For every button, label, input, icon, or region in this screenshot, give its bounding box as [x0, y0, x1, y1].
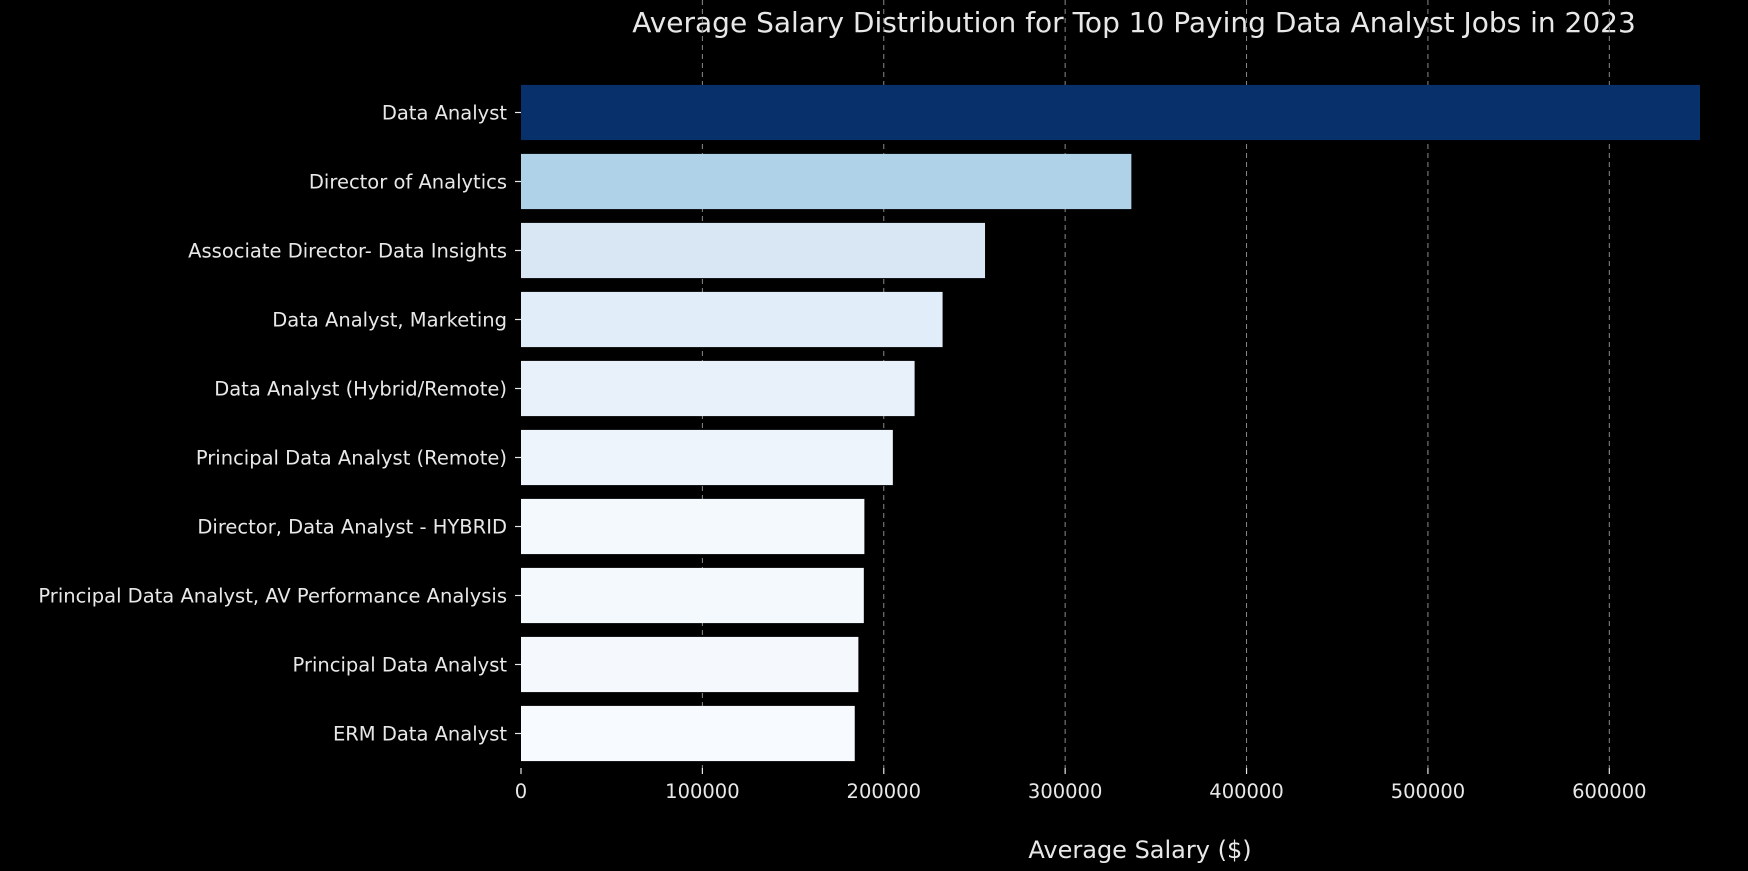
x-tick-label: 200000	[847, 780, 921, 803]
y-tick-label: Data Analyst (Hybrid/Remote)	[214, 378, 507, 401]
y-axis-ticks: Data Analyst Director of Analytics Associa…	[38, 102, 521, 746]
x-axis-ticks: 0 100000 200000 300000 400000 500000 600000	[515, 768, 1647, 803]
x-tick-label: 0	[515, 780, 527, 803]
bars	[521, 84, 1700, 762]
bar	[521, 567, 864, 624]
y-tick-label: Data Analyst	[382, 102, 508, 125]
y-tick-label: Data Analyst, Marketing	[272, 309, 507, 332]
bar	[521, 429, 893, 486]
y-tick-label: Director, Data Analyst - HYBRID	[197, 516, 507, 539]
x-tick-label: 100000	[665, 780, 739, 803]
y-tick-label: Principal Data Analyst	[293, 654, 508, 677]
y-tick-label: ERM Data Analyst	[333, 723, 507, 746]
bar	[521, 705, 855, 762]
y-tick-label: Associate Director- Data Insights	[188, 240, 507, 263]
bar	[521, 360, 915, 417]
x-tick-label: 500000	[1391, 780, 1465, 803]
y-tick-label: Principal Data Analyst, AV Performance A…	[38, 585, 507, 608]
x-axis-label: Average Salary ($)	[1028, 836, 1251, 864]
y-tick-label: Principal Data Analyst (Remote)	[196, 447, 507, 470]
x-tick-label: 400000	[1209, 780, 1283, 803]
bar	[521, 498, 865, 555]
bar	[521, 291, 943, 348]
bar	[521, 84, 1700, 141]
bar	[521, 636, 859, 693]
x-tick-label: 300000	[1028, 780, 1102, 803]
bar	[521, 153, 1132, 210]
y-tick-label: Director of Analytics	[309, 171, 507, 194]
x-tick-label: 600000	[1572, 780, 1646, 803]
bar	[521, 222, 986, 279]
chart-title: Average Salary Distribution for Top 10 P…	[632, 6, 1636, 39]
